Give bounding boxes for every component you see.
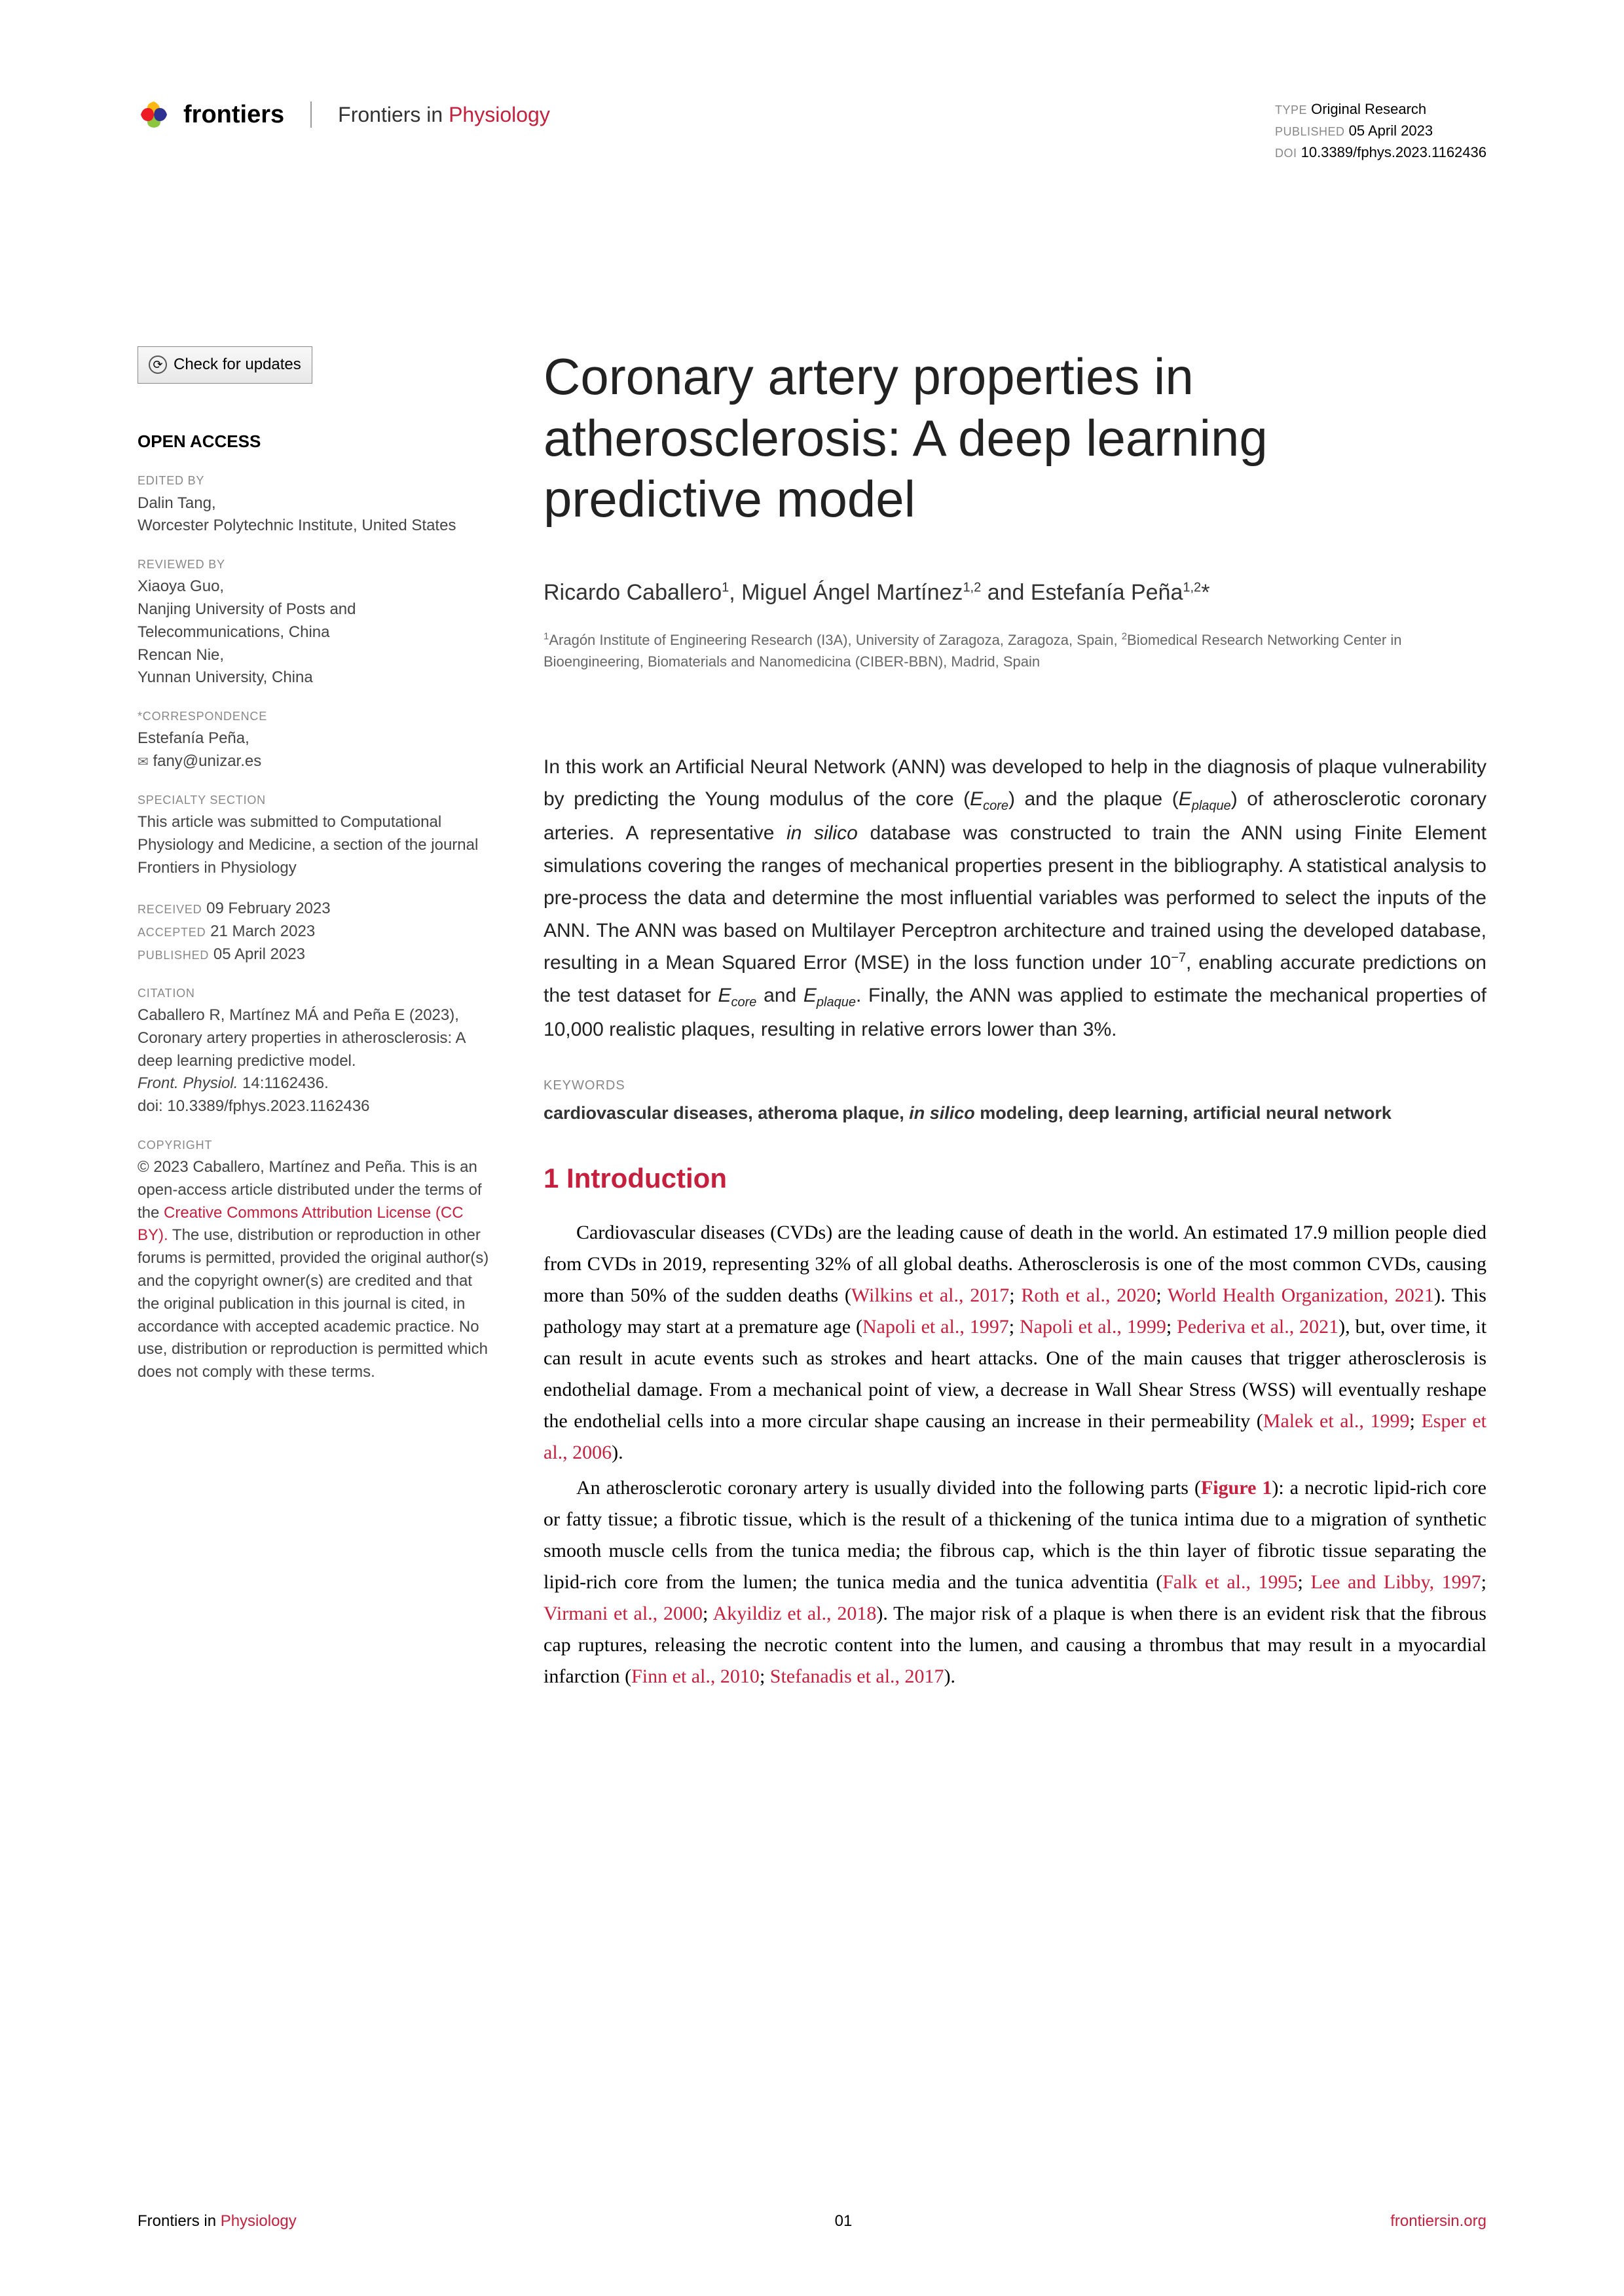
body-text: Cardiovascular diseases (CVDs) are the l… xyxy=(544,1217,1486,1692)
check-updates-label: Check for updates xyxy=(174,354,301,376)
footer-page-num: 01 xyxy=(835,2212,853,2231)
open-access-heading: OPEN ACCESS xyxy=(138,429,491,454)
received-label: RECEIVED xyxy=(138,903,202,916)
body-paragraph-2: An atherosclerotic coronary artery is us… xyxy=(544,1472,1486,1692)
doi-label: DOI xyxy=(1275,147,1297,160)
edited-by-text: Dalin Tang, Worcester Polytechnic Instit… xyxy=(138,492,491,538)
sidebar: ⟳ Check for updates OPEN ACCESS EDITED B… xyxy=(138,346,491,1696)
reviewed-by-text: Xiaoya Guo, Nanjing University of Posts … xyxy=(138,575,491,689)
citation-main: Caballero R, Martínez MÁ and Peña E (202… xyxy=(138,1006,465,1070)
copyright-post: The use, distribution or reproduction in… xyxy=(138,1226,489,1381)
accepted-label: ACCEPTED xyxy=(138,926,206,939)
citation-vol: 14:1162436. xyxy=(238,1074,328,1092)
footer-left: Frontiers in Physiology xyxy=(138,2212,297,2231)
published-label-side: PUBLISHED xyxy=(138,949,209,962)
authors: Ricardo Caballero1, Miguel Ángel Martíne… xyxy=(544,576,1486,610)
specialty-text: This article was submitted to Computatio… xyxy=(138,811,491,879)
specialty-label: SPECIALTY SECTION xyxy=(138,792,491,809)
affiliations: 1Aragón Institute of Engineering Researc… xyxy=(544,629,1486,672)
edited-by-label: EDITED BY xyxy=(138,472,491,489)
reviewed-by-label: REVIEWED BY xyxy=(138,556,491,573)
footer-url[interactable]: frontiersin.org xyxy=(1390,2212,1486,2231)
header-divider xyxy=(310,101,312,128)
published-value: 05 April 2023 xyxy=(1349,122,1433,139)
published-date-side: 05 April 2023 xyxy=(213,945,305,963)
keywords-label: KEYWORDS xyxy=(544,1078,1486,1093)
check-updates-button[interactable]: ⟳ Check for updates xyxy=(138,346,312,384)
published-label: PUBLISHED xyxy=(1275,125,1345,138)
body-paragraph-1: Cardiovascular diseases (CVDs) are the l… xyxy=(544,1217,1486,1468)
footer-journal-prefix: Frontiers in xyxy=(138,2212,221,2230)
email-text: fany@unizar.es xyxy=(153,752,261,770)
main-column: Coronary artery properties in atheroscle… xyxy=(544,346,1486,1696)
frontiers-logo-icon xyxy=(138,98,170,131)
brand-text: frontiers xyxy=(183,101,284,129)
correspondence-name: Estefanía Peña, xyxy=(138,727,491,750)
received-date: 09 February 2023 xyxy=(206,900,330,917)
mail-icon: ✉ xyxy=(138,755,149,769)
journal-name: Frontiers in Physiology xyxy=(338,103,550,127)
header-brand-block: frontiers Frontiers in Physiology xyxy=(138,98,550,131)
type-value: Original Research xyxy=(1311,101,1426,117)
keywords: cardiovascular diseases, atheroma plaque… xyxy=(544,1100,1486,1127)
citation-text: Caballero R, Martínez MÁ and Peña E (202… xyxy=(138,1004,491,1118)
abstract: In this work an Artificial Neural Networ… xyxy=(544,751,1486,1046)
copyright-label: COPYRIGHT xyxy=(138,1137,491,1154)
journal-prefix: Frontiers in xyxy=(338,103,449,126)
journal-name-red: Physiology xyxy=(449,103,550,126)
citation-doi: doi: 10.3389/fphys.2023.1162436 xyxy=(138,1097,370,1115)
accepted-date: 21 March 2023 xyxy=(210,922,315,940)
footer-journal-name: Physiology xyxy=(221,2212,297,2230)
citation-journal: Front. Physiol. xyxy=(138,1074,238,1092)
section-heading: 1 Introduction xyxy=(544,1163,1486,1194)
correspondence-email[interactable]: ✉ fany@unizar.es xyxy=(138,750,491,773)
correspondence-label: *CORRESPONDENCE xyxy=(138,708,491,725)
check-updates-icon: ⟳ xyxy=(149,355,167,374)
doi-value: 10.3389/fphys.2023.1162436 xyxy=(1301,144,1486,160)
copyright-text: © 2023 Caballero, Martínez and Peña. Thi… xyxy=(138,1156,491,1384)
page-header: frontiers Frontiers in Physiology TYPE O… xyxy=(138,98,1486,163)
citation-label: CITATION xyxy=(138,985,491,1002)
page-footer: Frontiers in Physiology 01 frontiersin.o… xyxy=(138,2212,1486,2231)
header-meta: TYPE Original Research PUBLISHED 05 Apri… xyxy=(1275,98,1486,163)
article-title: Coronary artery properties in atheroscle… xyxy=(544,346,1486,530)
type-label: TYPE xyxy=(1275,103,1307,117)
